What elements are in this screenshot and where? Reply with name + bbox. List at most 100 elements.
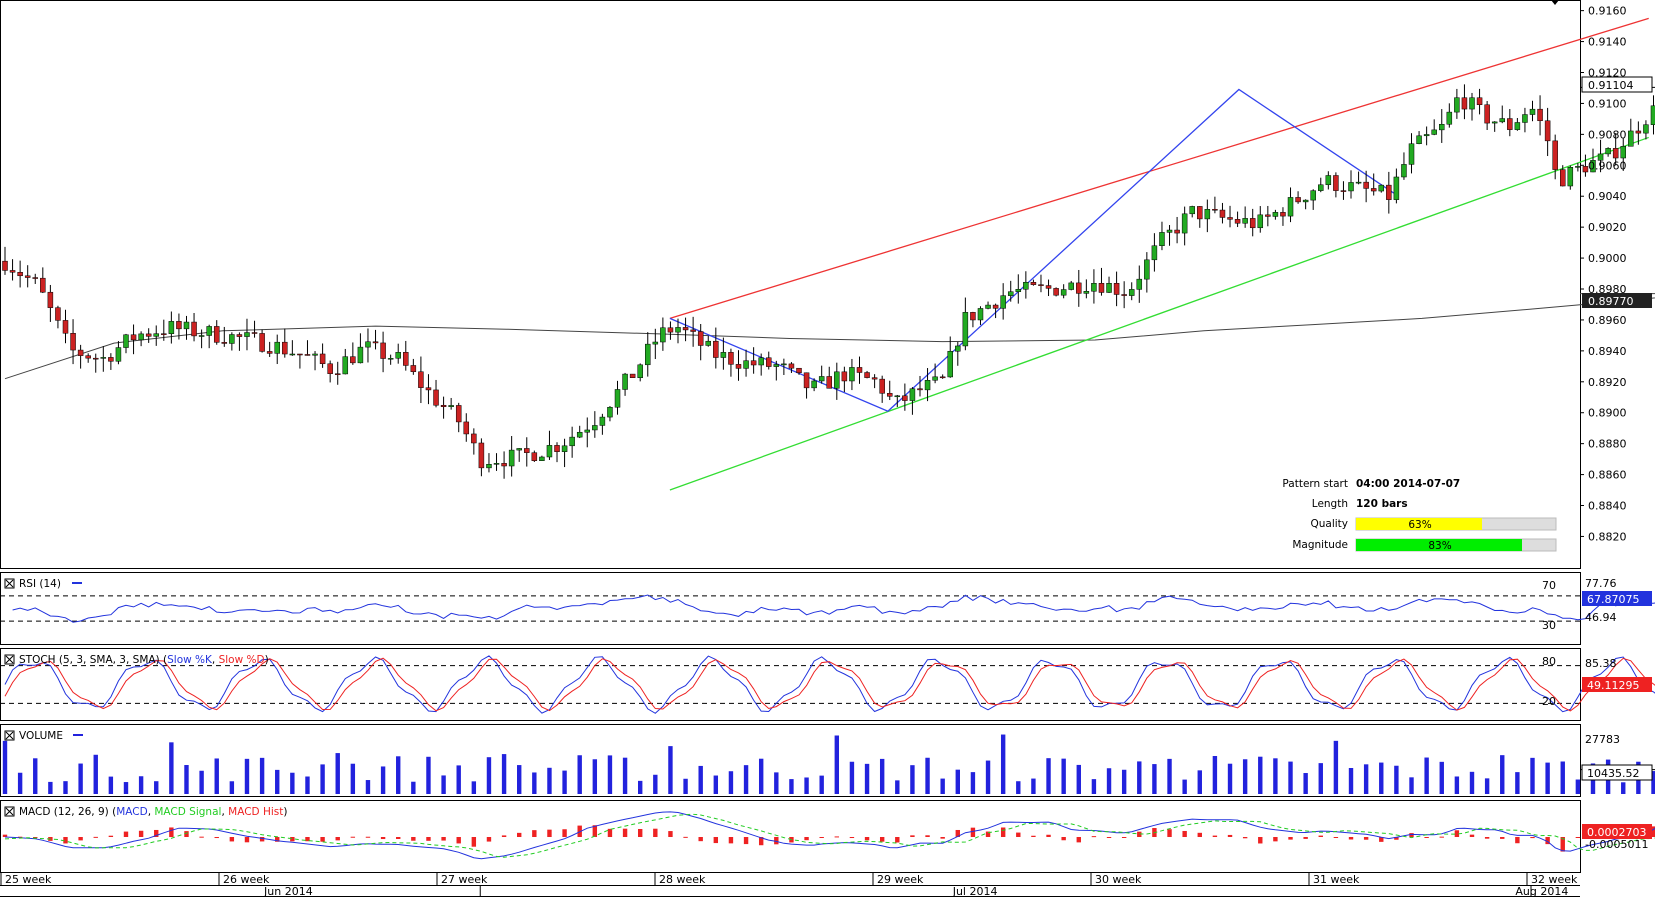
volume-bar — [940, 778, 945, 794]
macd-hist-bar — [380, 837, 386, 840]
volume-bar — [1348, 768, 1354, 794]
y-tick-label: 0.8820 — [1588, 530, 1627, 543]
macd-hist-bar — [668, 831, 673, 837]
macd-hist-bar — [1379, 837, 1384, 842]
macd-hist-bar — [1439, 836, 1444, 838]
rsi-close-icon[interactable] — [4, 578, 15, 589]
macd-hist-bar — [895, 837, 900, 843]
candle — [947, 350, 953, 378]
stoch-close-icon[interactable] — [4, 654, 15, 665]
candle — [40, 277, 46, 293]
volume-bar — [1258, 756, 1263, 794]
candle — [455, 405, 462, 423]
candle — [100, 357, 107, 359]
candle — [1401, 164, 1407, 178]
candle — [251, 332, 258, 334]
quality-label: Quality — [1310, 518, 1348, 530]
candle — [818, 376, 825, 382]
candle — [1635, 130, 1642, 134]
candle — [1007, 291, 1014, 296]
volume-bar — [1288, 761, 1293, 794]
volume-bar — [138, 776, 144, 794]
candle — [24, 275, 31, 278]
macd-hist-bar — [1137, 831, 1142, 837]
candle — [1386, 184, 1392, 200]
candle — [1393, 176, 1400, 200]
macd-hist-bar — [532, 830, 537, 837]
macd-close-icon[interactable] — [4, 806, 15, 817]
macd-hist-bar — [1651, 826, 1655, 837]
volume-bar — [501, 754, 507, 794]
volume-bar — [577, 755, 582, 794]
volume-bar — [108, 776, 114, 794]
macd-hist-bar — [93, 836, 98, 838]
candle — [902, 395, 908, 401]
candle — [410, 365, 417, 373]
candle — [637, 364, 643, 378]
candle — [1461, 97, 1468, 110]
candle — [652, 341, 659, 345]
volume-close-icon[interactable] — [4, 730, 15, 741]
volume-title: VOLUME — [19, 730, 63, 742]
volume-bar — [1424, 757, 1429, 794]
magnitude-value: 83% — [1428, 540, 1451, 552]
volume-bar — [229, 781, 235, 794]
macd-hist-bar — [123, 831, 129, 837]
candle — [970, 312, 976, 321]
volume-bar — [350, 763, 356, 794]
volume-bar — [320, 764, 325, 794]
scroll-marker-icon[interactable] — [1551, 0, 1559, 5]
volume-bar — [1167, 758, 1172, 794]
candle — [765, 357, 772, 367]
week-label: 31 week — [1313, 873, 1360, 886]
macd-hist-bar — [199, 836, 204, 838]
candle — [1197, 206, 1203, 220]
quality-value: 63% — [1408, 519, 1431, 531]
candle — [1106, 283, 1112, 293]
candle — [879, 378, 885, 394]
macd-hist-bar — [456, 837, 461, 844]
candle — [1227, 217, 1233, 220]
volume-bar — [290, 772, 295, 794]
macd-hist-bar — [592, 825, 598, 837]
volume-bar — [1333, 740, 1339, 794]
candle — [418, 371, 424, 388]
candle — [841, 371, 848, 382]
macd-hist-bar — [1182, 830, 1187, 837]
candle — [1136, 278, 1143, 290]
macd-title: MACD (12, 26, 9) (MACD, MACD Signal, MAC… — [19, 806, 287, 818]
macd-hist-bar — [879, 837, 885, 842]
pattern-info: Pattern start 04:00 2014-07-07 Length 12… — [1282, 478, 1557, 552]
candle — [1166, 229, 1173, 233]
rsi-last-tag-box — [1582, 591, 1652, 606]
candle — [856, 367, 863, 373]
volume-bar — [1076, 764, 1081, 794]
candle — [213, 326, 220, 343]
candle — [1612, 148, 1619, 159]
candle — [531, 452, 538, 461]
y-tick-label: 0.9080 — [1588, 128, 1627, 141]
volume-bar — [653, 774, 658, 794]
volume-bar — [895, 780, 900, 794]
macd-hist-bar — [1545, 837, 1550, 845]
candle — [1030, 281, 1037, 285]
candle — [1083, 291, 1090, 294]
stoch-title: STOCH (5, 3, SMA, 3, SMA) (Slow %K, Slow… — [19, 654, 269, 666]
volume-bar — [955, 769, 960, 794]
stoch-d-line — [4, 657, 1655, 712]
macd-hist-bar — [1288, 837, 1293, 840]
magnitude-bar-fill — [1356, 539, 1522, 551]
volume-bar — [834, 735, 840, 794]
y-tick-label: 0.8840 — [1588, 500, 1627, 513]
candle — [849, 367, 855, 382]
ma-tag: 0.89770 — [1582, 293, 1652, 308]
macd-hist-bar — [985, 831, 991, 837]
volume-bar — [1182, 779, 1187, 794]
candle — [221, 342, 228, 344]
candle — [433, 389, 439, 406]
volume-bar — [1106, 768, 1112, 794]
volume-bar — [532, 772, 537, 794]
volume-bar — [154, 781, 159, 794]
candle — [667, 327, 674, 333]
